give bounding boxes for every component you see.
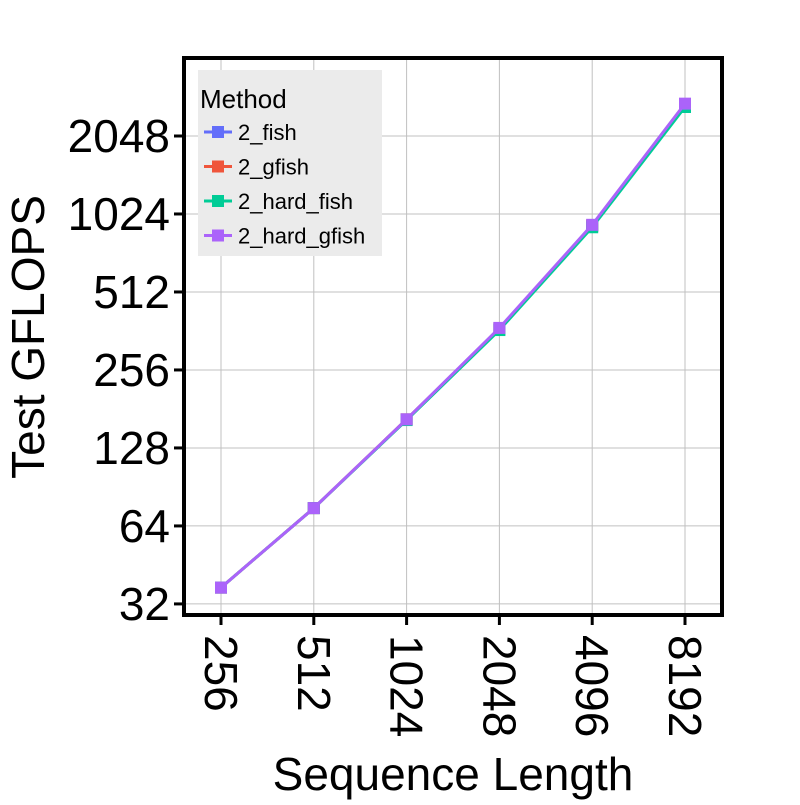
legend-label: 2_hard_gfish [238, 224, 365, 249]
x-tick-label: 1024 [381, 635, 433, 737]
legend-label: 2_hard_fish [238, 189, 353, 214]
y-tick-label: 128 [93, 422, 170, 474]
data-point [307, 502, 320, 515]
legend: Method 2_fish 2_gfish 2_hard_fish 2_hard_gfi… [198, 70, 382, 256]
x-tick-label: 512 [288, 635, 340, 712]
x-tick-label: 256 [195, 635, 247, 712]
y-tick-label: 64 [119, 500, 170, 552]
data-point [400, 413, 413, 426]
legend-item: 2_gfish [204, 155, 309, 180]
series-line [220, 102, 687, 589]
y-tick-label: 256 [93, 344, 170, 396]
legend-marker [212, 160, 224, 173]
legend-label: 2_fish [238, 120, 297, 145]
legend-marker [212, 195, 224, 207]
axis-ticks: 256 512 1024 2048 4096 8192 32 64 128 256 512 1024 2… [68, 110, 711, 737]
legend-label: 2_gfish [238, 155, 309, 180]
data-point [586, 218, 599, 231]
legend-item: 2_hard_fish [204, 189, 353, 214]
y-tick-label: 2048 [68, 110, 170, 162]
y-axis-label: Test GFLOPS [2, 195, 54, 479]
data-point [493, 321, 506, 334]
series-layer [215, 97, 691, 594]
x-axis-label: Sequence Length [273, 748, 634, 800]
legend-item: 2_fish [204, 120, 297, 145]
legend-marker [212, 229, 224, 242]
y-tick-label: 32 [119, 578, 170, 630]
legend-item: 2_hard_gfish [204, 224, 365, 249]
x-tick-label: 2048 [473, 635, 525, 737]
x-tick-label: 8192 [659, 635, 711, 737]
series-2_hard_gfish [215, 97, 691, 594]
x-tick-label: 4096 [566, 635, 618, 737]
data-point [679, 97, 691, 110]
y-tick-label: 512 [93, 266, 170, 318]
legend-marker [212, 126, 224, 138]
data-point [215, 581, 227, 594]
legend-box [198, 70, 382, 256]
legend-title: Method [200, 84, 287, 114]
plot-frame [182, 56, 724, 617]
y-tick-label: 1024 [68, 188, 170, 240]
